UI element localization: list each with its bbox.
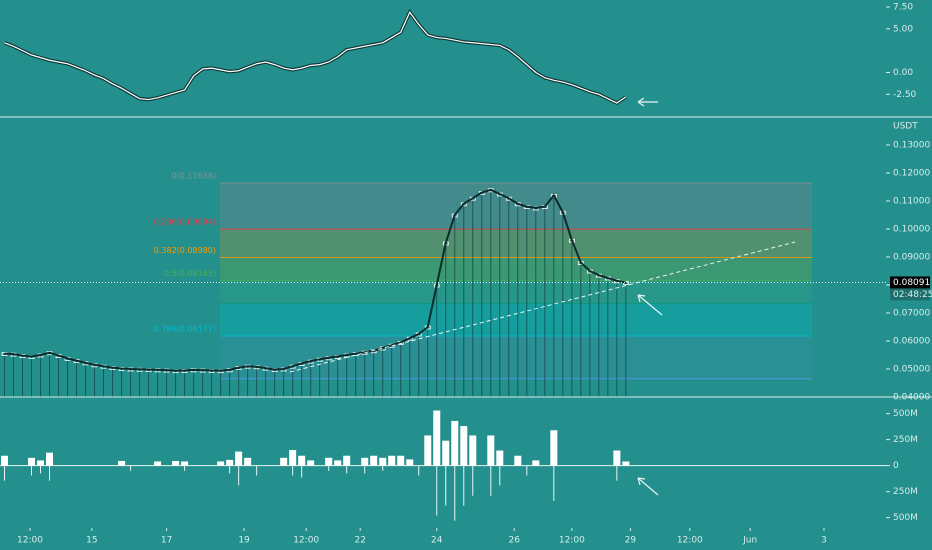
fib-layer: 0(0.11638) 0.236(0.09994) 0.382(0.08980) 0.… [154,172,812,380]
volume-bar [397,455,405,466]
volume-bar [451,420,459,466]
arrow [637,477,659,496]
unit-label: USDT [893,122,918,132]
volume-bar [172,460,180,466]
x-tick-label: 17 [161,536,172,546]
volume-bar [154,461,162,466]
volume-bar [289,450,297,466]
volume-bar [37,460,45,466]
volume-bar [370,455,378,466]
x-tick-label: 12:00 [17,536,43,546]
x-tick-label: Jun [742,536,757,546]
volume-bar [460,426,468,466]
arrows [637,97,663,496]
y-tick-label: 0.13000 [893,141,930,151]
x-tick-label: 22 [354,536,365,546]
volume-bar [424,435,432,466]
x-tick-label: 29 [625,536,637,546]
volume-bar [379,457,387,466]
fib-label: 0.786(0.06177) [154,325,216,334]
volume-bar [388,455,396,466]
y-tick-label: 0.06000 [893,337,930,347]
fib-label: 0.236(0.09994) [154,218,216,227]
x-tick-label: 26 [508,536,520,546]
y-tick-label: 500M [893,513,918,523]
volume-bar [532,460,540,466]
y-tick-label: 250M [893,487,918,497]
volume-bar [406,459,414,466]
last-price-box [890,276,930,289]
x-tick-label: 3 [821,536,827,546]
volume-bar [334,460,342,466]
volume-bar [496,450,504,466]
countdown: 02:48:25 [893,290,932,300]
volume-bar [1,455,9,466]
y-tick-label: 0.11000 [893,197,930,207]
fib-label: 0.5(0.08165) [164,269,216,278]
volume-bar [244,457,252,466]
volume-bar [181,461,189,466]
main-layer [0,8,888,521]
volume-bar [226,459,234,466]
fib-label: 0.382(0.08980) [154,246,216,255]
y-tick-label: 0.10000 [893,225,930,235]
x-tick-label: 19 [238,536,250,546]
y-tick-label: 0.00 [893,68,913,78]
volume-bar [613,450,621,466]
volume-bar [307,460,315,466]
x-tick-label: 15 [86,536,97,546]
x-tick-label: 12:00 [677,536,703,546]
y-tick-label: 500M [893,409,918,419]
y-tick-label: 0.09000 [893,253,930,263]
line [4,11,627,104]
y-tick-label: 7.50 [893,2,913,12]
volume-bar [343,455,351,466]
volume-bar [442,440,450,466]
x-tick-label: 12:00 [293,536,319,546]
volume-bar [235,451,243,466]
volume-bar [28,457,36,466]
y-tick-label: 0 [893,461,899,471]
trend-line [289,241,796,373]
arrow [637,97,658,107]
volume-bar [514,455,522,466]
y-tick-label: 250M [893,435,918,445]
volume-bar [298,455,306,466]
volume-bar [433,410,441,466]
countdown-box [890,288,930,301]
price-line [4,188,627,372]
volume-bar [487,435,495,466]
volume-bar [325,457,333,466]
volume-bar [46,452,54,466]
fib-band [220,336,812,379]
volume-bar [550,430,558,466]
volume-bar [118,460,126,466]
fib-band [220,257,812,281]
fib-band [220,303,812,337]
y-tick-label: -2.50 [893,90,917,100]
y-tick-label: 0.12000 [893,169,930,179]
volume-bar [361,457,369,466]
volume-bar [217,461,225,466]
volume-bar [469,435,477,466]
y-tick-label: 0.07000 [893,309,930,319]
fib-label: 0(0.11638) [172,172,216,181]
y-tick-label: 0.05000 [893,365,930,375]
arrow [637,294,663,316]
y-tick-label: 5.00 [893,24,913,34]
fib-band [220,280,812,304]
volume-bar [280,457,288,466]
x-tick-label: 12:00 [559,536,585,546]
x-tick-label: 24 [431,536,443,546]
y-tick-label: 0.04000 [893,393,930,403]
volume-bar [622,461,630,466]
fib-band [220,229,812,258]
last-price-label: 0.08091 [893,278,930,288]
